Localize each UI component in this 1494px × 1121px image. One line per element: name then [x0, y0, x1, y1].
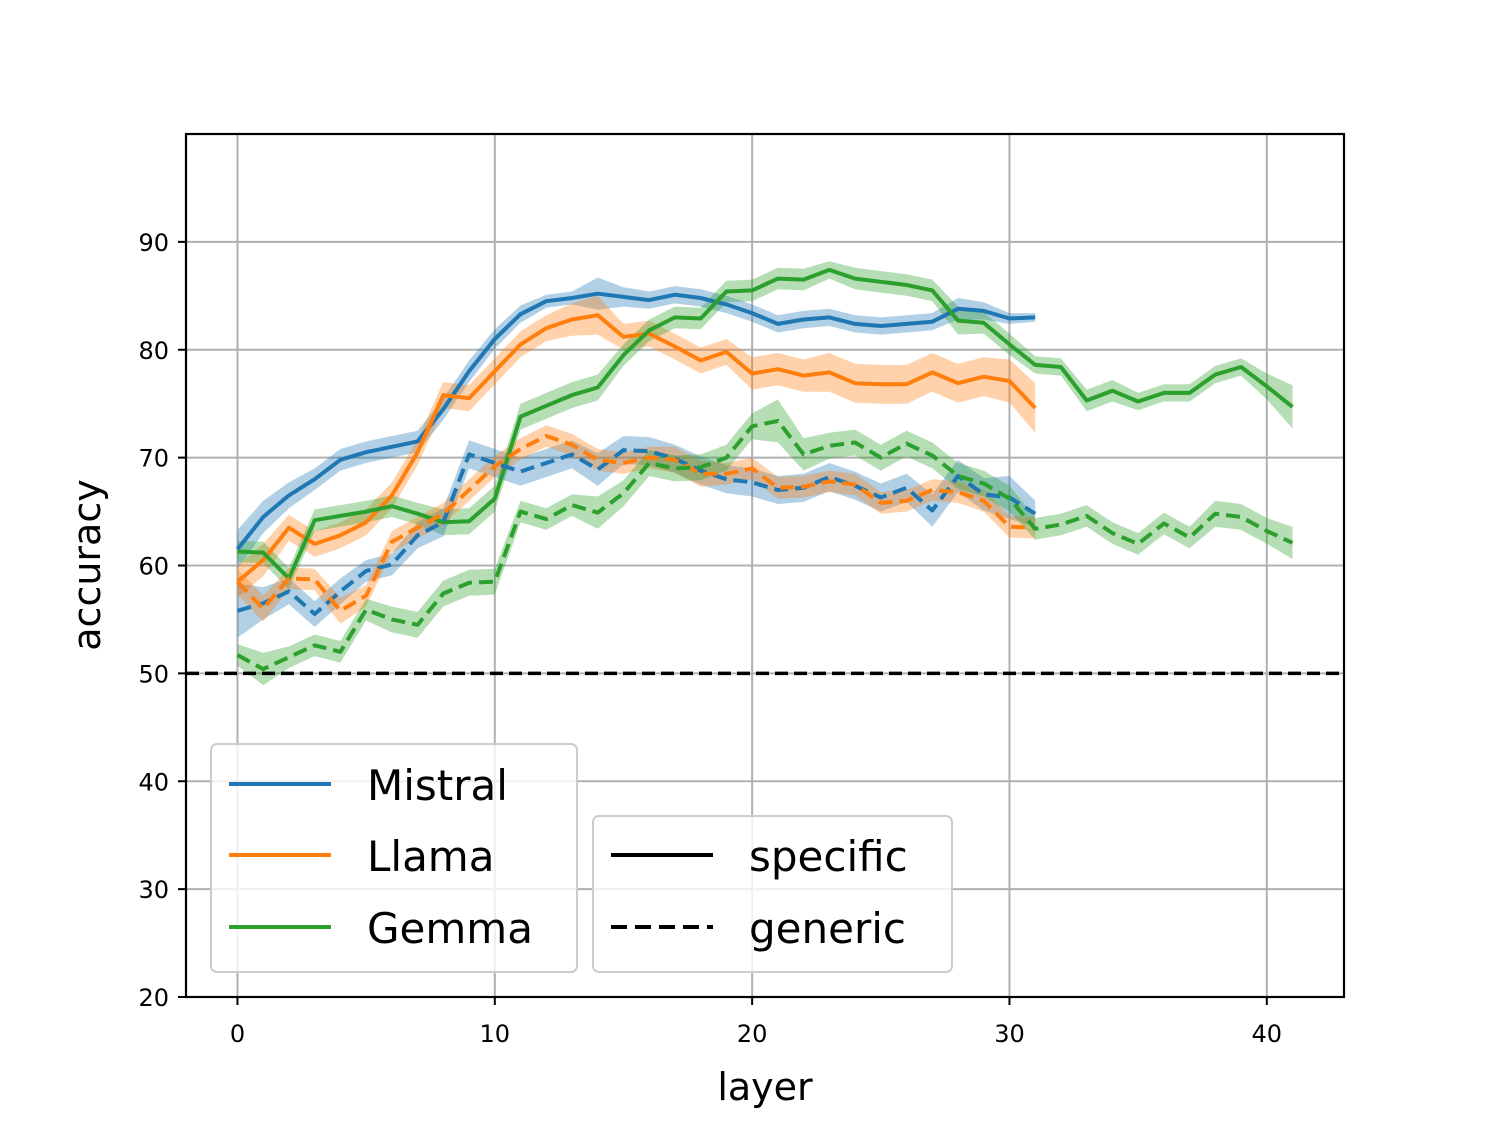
x-tick-label: 20 [737, 1020, 768, 1048]
llama-specific-band [237, 295, 1036, 598]
y-tick-label: 20 [138, 984, 169, 1012]
y-tick-label: 70 [138, 445, 169, 473]
y-tick-label: 30 [138, 876, 169, 904]
mistral-generic-band [237, 436, 1036, 638]
legend-generic-label: generic [749, 904, 906, 953]
legend-models: Mistral Llama Gemma [210, 743, 578, 973]
axis-ticks: 0 10 20 30 40 20 30 40 50 60 70 80 90 [138, 229, 1282, 1048]
legend-models-box [210, 743, 578, 973]
llama-generic-band [237, 425, 1036, 624]
x-tick-label: 40 [1252, 1020, 1283, 1048]
llama-generic-line [236, 434, 1036, 613]
gemma-generic-line [236, 418, 1294, 672]
gemma-generic-band [237, 399, 1293, 686]
mistral-specific-line [235, 291, 1036, 551]
x-axis-label: layer [717, 1065, 813, 1109]
legend-specific-label: specific [749, 832, 908, 881]
y-tick-label: 90 [138, 229, 169, 257]
gemma-specific-line [237, 267, 1294, 581]
y-tick-label: 80 [138, 337, 169, 365]
legend-gemma-label: Gemma [367, 904, 533, 953]
legend-mistral-label: Mistral [367, 761, 508, 810]
y-tick-label: 40 [138, 768, 169, 796]
y-tick-label: 60 [138, 553, 169, 581]
y-tick-label: 50 [138, 660, 169, 688]
y-axis-label: accuracy [65, 479, 109, 650]
legend-styles: specific generic [592, 815, 953, 973]
x-tick-label: 0 [230, 1020, 245, 1048]
mistral-specific-band [237, 277, 1036, 569]
series-lines [235, 267, 1294, 672]
mistral-generic-line [236, 448, 1037, 616]
legend-llama-label: Llama [367, 832, 494, 881]
x-tick-label: 10 [480, 1020, 511, 1048]
confidence-bands [237, 261, 1293, 686]
llama-specific-line [236, 313, 1037, 584]
x-tick-label: 30 [994, 1020, 1025, 1048]
